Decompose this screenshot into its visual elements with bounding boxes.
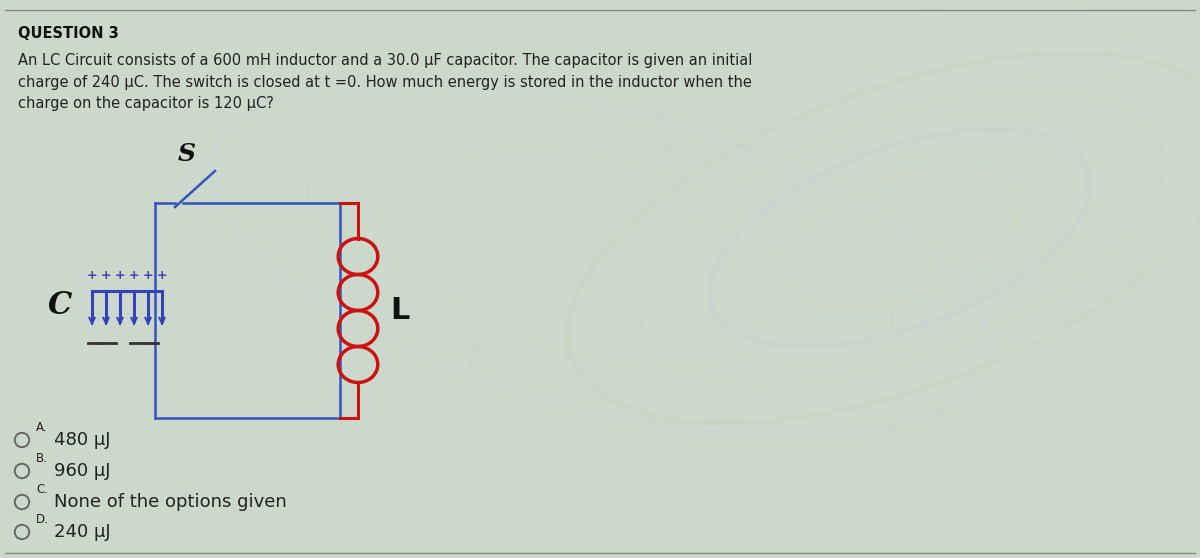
Text: A.: A. — [36, 421, 48, 434]
Text: An LC Circuit consists of a 600 mH inductor and a 30.0 μF capacitor. The capacit: An LC Circuit consists of a 600 mH induc… — [18, 53, 752, 111]
Text: C: C — [48, 290, 72, 321]
Text: +: + — [157, 269, 167, 282]
Text: +: + — [101, 269, 112, 282]
Text: +: + — [115, 269, 125, 282]
Text: QUESTION 3: QUESTION 3 — [18, 26, 119, 41]
Text: None of the options given: None of the options given — [54, 493, 287, 511]
Text: 240 μJ: 240 μJ — [54, 523, 110, 541]
Text: B.: B. — [36, 452, 48, 465]
Text: +: + — [143, 269, 154, 282]
Text: D.: D. — [36, 513, 49, 526]
Text: 480 μJ: 480 μJ — [54, 431, 110, 449]
Text: S: S — [178, 142, 196, 166]
Text: +: + — [86, 269, 97, 282]
Text: L: L — [390, 296, 409, 325]
Text: 960 μJ: 960 μJ — [54, 462, 110, 480]
Text: C.: C. — [36, 483, 48, 496]
Text: +: + — [128, 269, 139, 282]
